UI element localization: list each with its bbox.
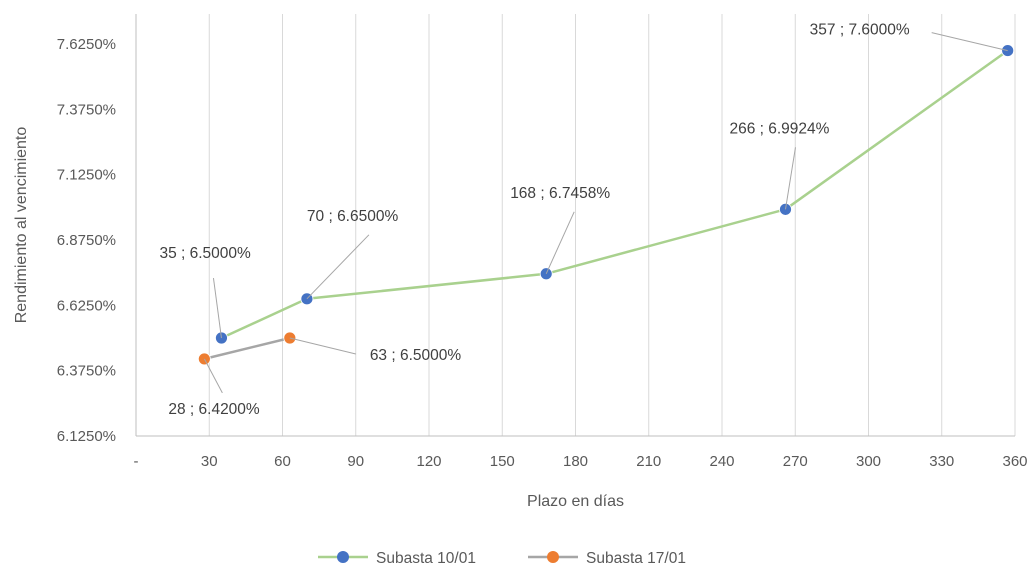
series: [197, 44, 1015, 366]
y-tick-label: 7.1250%: [57, 167, 116, 184]
legend-label: Subasta 10/01: [376, 550, 476, 567]
y-tick-label: 7.3750%: [57, 101, 116, 118]
leader-line: [931, 32, 1008, 52]
x-tick-label: 330: [929, 453, 954, 470]
x-tick-label: 180: [563, 453, 588, 470]
y-tick-label: 6.3750%: [57, 363, 116, 380]
tick-labels: - 30 60 90 120 150 180 210 240 270 300 330 360 6.1250…: [57, 36, 1028, 470]
leader-line: [203, 358, 223, 394]
series-line: [204, 336, 291, 361]
x-tick-label: 30: [201, 453, 218, 470]
gridlines: [208, 14, 1016, 436]
leader-line: [545, 211, 575, 274]
y-tick-label: 6.6250%: [57, 297, 116, 314]
x-tick-label: 90: [347, 453, 364, 470]
data-label: 63 ; 6.5000%: [370, 347, 462, 364]
data-label: 357 ; 7.6000%: [810, 22, 910, 39]
legend-label: Subasta 17/01: [586, 550, 686, 567]
data-label: 266 ; 6.9924%: [729, 120, 829, 137]
x-tick-label: 300: [856, 453, 881, 470]
leader-line: [289, 337, 356, 355]
series-line: [220, 49, 1009, 340]
axes: [135, 14, 1015, 437]
data-labels: 35 ; 6.5000% 70 ; 6.6500% 168 ; 6.7458% 266…: [159, 22, 1008, 418]
data-label: 35 ; 6.5000%: [159, 245, 251, 262]
data-label: 70 ; 6.6500%: [307, 208, 399, 225]
legend-marker: [337, 551, 349, 563]
leader-line: [306, 234, 370, 300]
y-tick-label: 6.8750%: [57, 232, 116, 249]
x-tick-label: 60: [274, 453, 291, 470]
data-label: 28 ; 6.4200%: [168, 401, 260, 418]
x-tick-label: 270: [783, 453, 808, 470]
x-axis-title: Plazo en días: [527, 493, 624, 510]
y-tick-label: 7.6250%: [57, 36, 116, 53]
y-tick-label: 6.1250%: [57, 428, 116, 445]
x-tick-label: -: [134, 453, 139, 470]
leader-line: [784, 147, 796, 210]
legend: Subasta 10/01 Subasta 17/01: [318, 550, 686, 567]
x-tick-label: 150: [490, 453, 515, 470]
y-axis-title: Rendimiento al vencimiento: [13, 127, 30, 324]
x-tick-label: 120: [416, 453, 441, 470]
x-tick-label: 210: [636, 453, 661, 470]
x-tick-label: 360: [1002, 453, 1027, 470]
data-label: 168 ; 6.7458%: [510, 185, 610, 202]
x-tick-label: 240: [709, 453, 734, 470]
leader-line: [212, 277, 222, 339]
legend-marker: [547, 551, 559, 563]
